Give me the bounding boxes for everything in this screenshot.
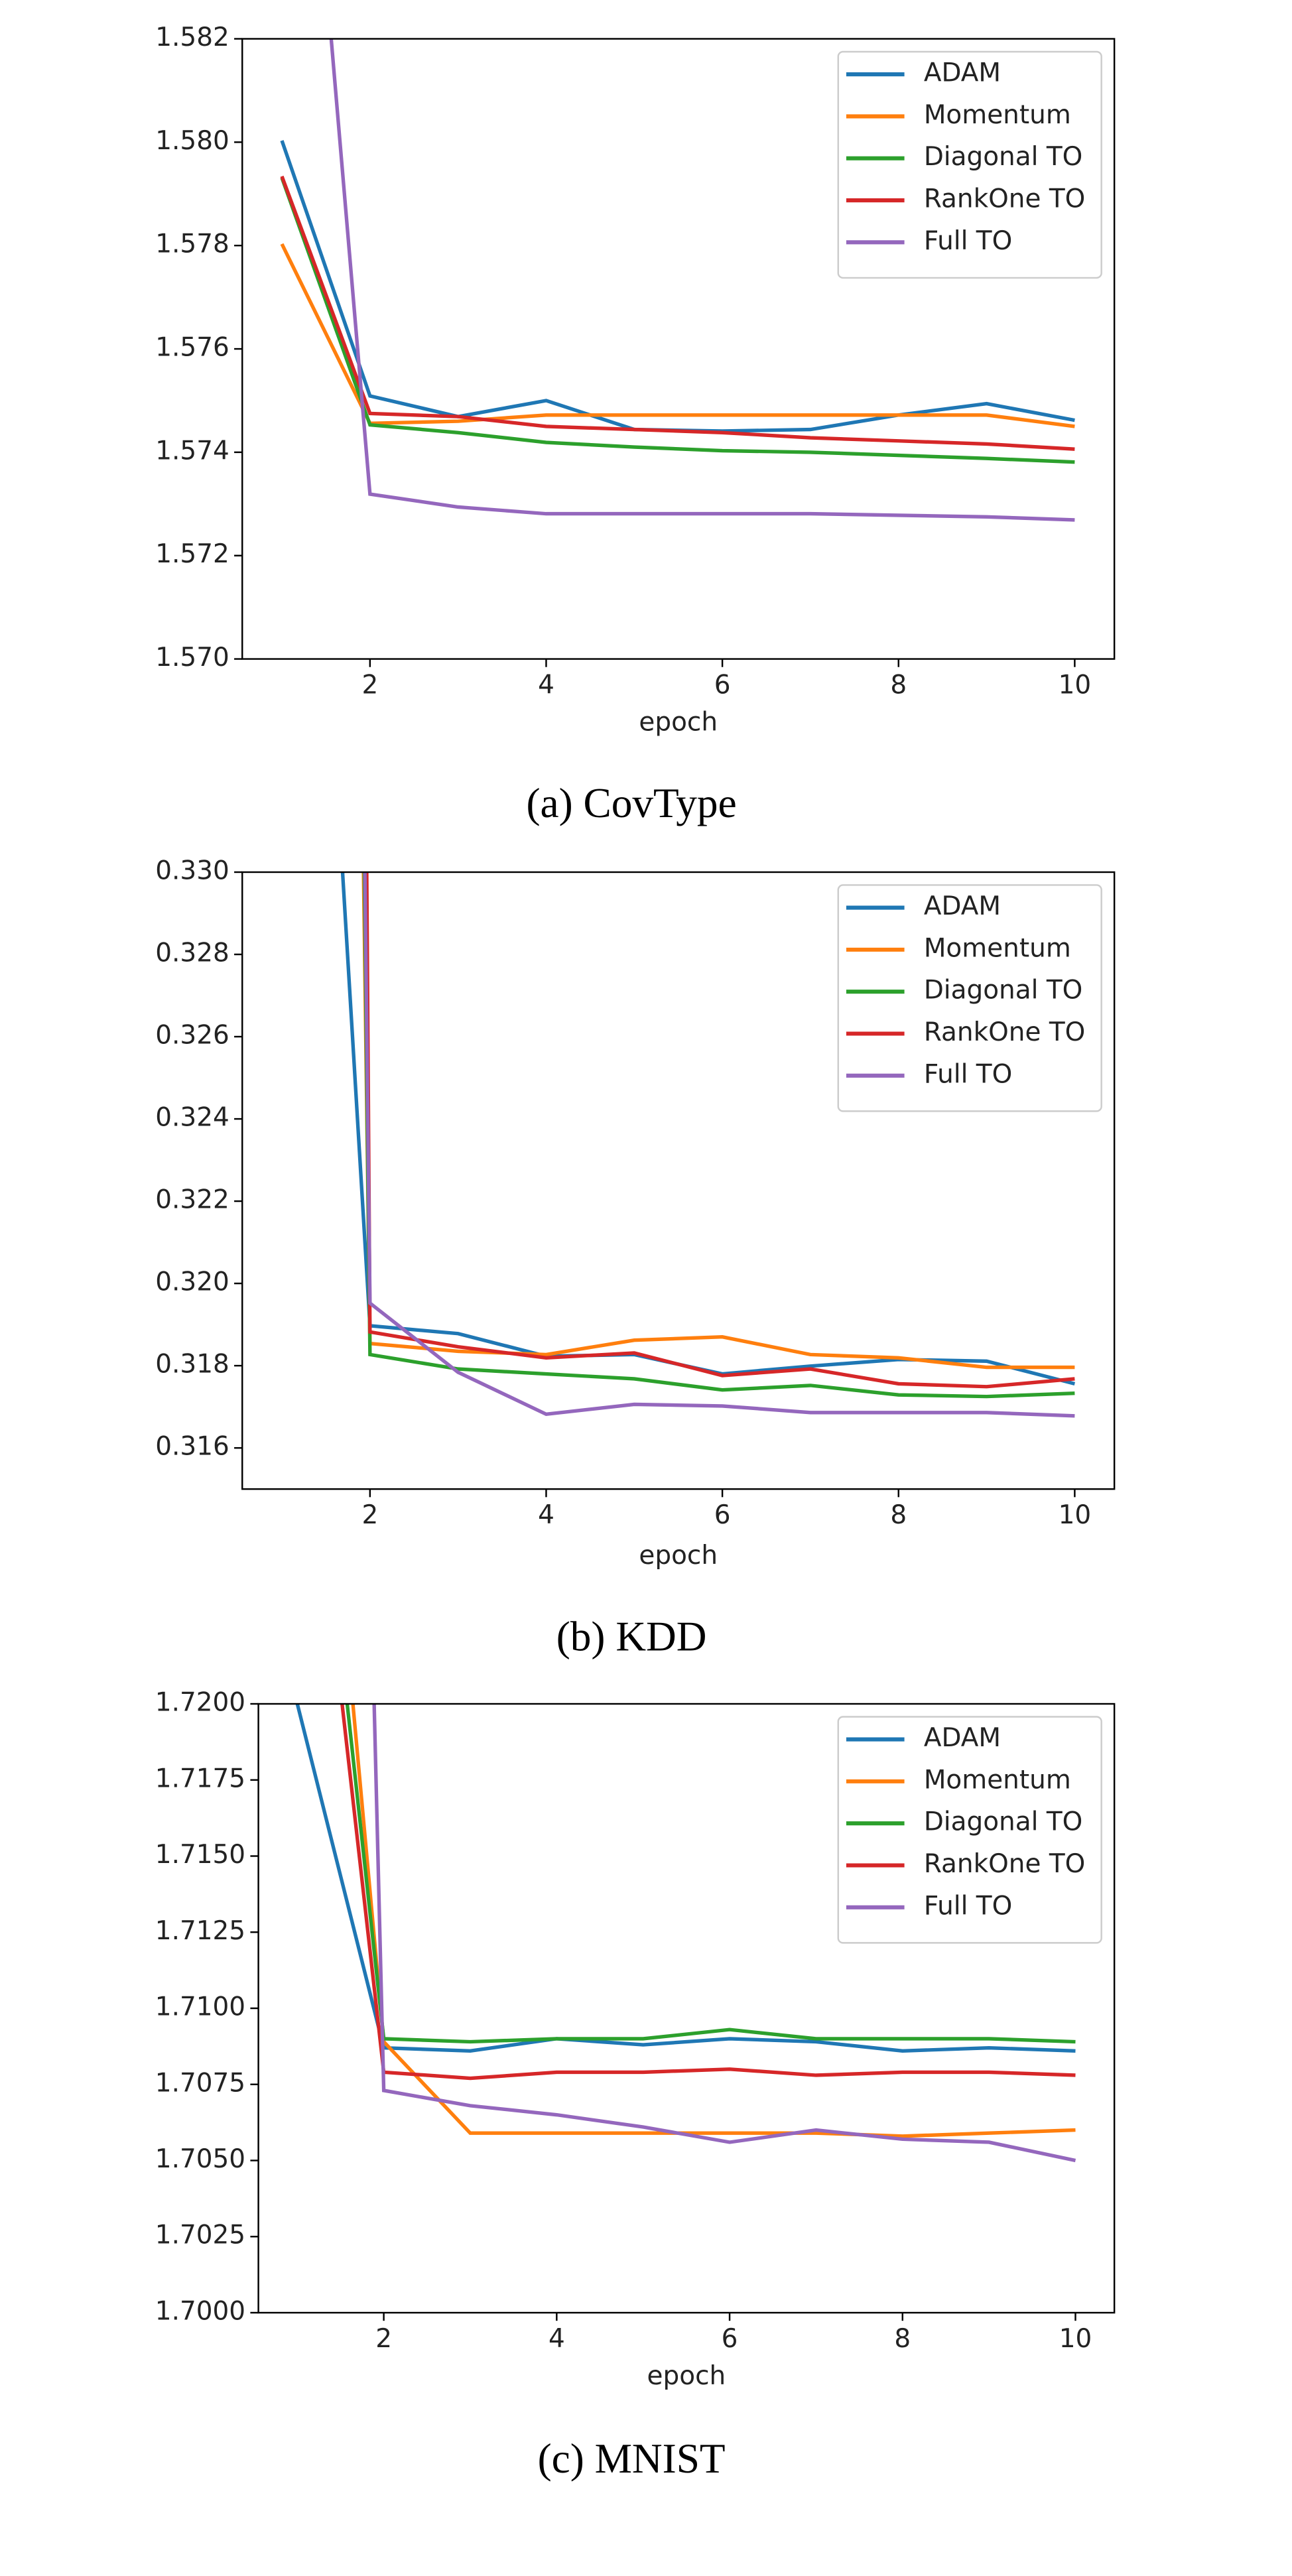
y-tick-label: 1.578: [155, 229, 229, 259]
caption: (a) CovType: [526, 780, 736, 826]
y-tick-label: 1.7000: [155, 2297, 245, 2327]
x-tick-label: 2: [361, 670, 378, 700]
legend-label: Diagonal TO: [924, 976, 1082, 1005]
legend-box: [837, 884, 1102, 1112]
y-tick-label: 1.7200: [155, 1688, 245, 1718]
x-axis-label: epoch: [639, 707, 718, 737]
legend-box: [837, 1716, 1102, 1944]
series-line: [345, 1704, 1076, 2044]
y-tick-label: 0.324: [155, 1103, 229, 1133]
caption: (c) MNIST: [538, 2435, 726, 2482]
x-tick-label: 4: [538, 670, 554, 700]
y-tick-label: 1.572: [155, 539, 229, 569]
legend-label: ADAM: [924, 1723, 1001, 1753]
legend-label: Momentum: [924, 1765, 1071, 1795]
y-tick-label: 1.7150: [155, 1840, 245, 1870]
legend-label: Diagonal TO: [924, 142, 1082, 172]
legend-label: ADAM: [924, 891, 1001, 921]
legend-label: Full TO: [924, 226, 1012, 256]
x-tick-label: 6: [722, 2324, 738, 2354]
y-tick-label: 0.316: [155, 1432, 229, 1462]
x-tick-label: 10: [1059, 670, 1092, 700]
y-tick-label: 0.320: [155, 1267, 229, 1297]
legend-label: Diagonal TO: [924, 1807, 1082, 1837]
series-line: [362, 871, 1075, 1399]
y-tick-label: 1.7100: [155, 1992, 245, 2022]
y-tick-label: 1.576: [155, 333, 229, 363]
x-tick-label: 8: [890, 670, 907, 700]
y-tick-label: 0.322: [155, 1185, 229, 1215]
series-line: [372, 1704, 1076, 2163]
x-axis-label: epoch: [647, 2361, 726, 2391]
y-tick-label: 1.570: [155, 643, 229, 673]
legend-label: Momentum: [924, 933, 1071, 963]
x-tick-label: 2: [375, 2324, 392, 2354]
y-tick-label: 1.574: [155, 436, 229, 466]
x-tick-label: 4: [538, 1500, 554, 1530]
series-line: [361, 871, 1075, 1370]
y-tick-label: 0.328: [155, 938, 229, 968]
y-tick-label: 0.330: [155, 856, 229, 885]
legend-label: RankOne TO: [924, 1849, 1085, 1879]
x-axis-label: epoch: [639, 1541, 718, 1571]
legend-box: [837, 50, 1102, 279]
axes-frame: [241, 871, 1116, 1490]
y-tick-label: 1.7025: [155, 2221, 245, 2250]
x-tick-label: 8: [894, 2324, 911, 2354]
y-tick-label: 0.326: [155, 1021, 229, 1051]
y-tick-label: 1.580: [155, 126, 229, 156]
plot-area: [340, 871, 1076, 1418]
y-tick-label: 1.7075: [155, 2068, 245, 2098]
legend-label: Full TO: [924, 1891, 1012, 1921]
caption: (b) KDD: [556, 1614, 707, 1660]
series-line: [280, 243, 1075, 428]
x-tick-label: 2: [361, 1500, 378, 1530]
legend-label: RankOne TO: [924, 184, 1085, 214]
legend-label: Momentum: [924, 100, 1071, 130]
series-line: [295, 1704, 1076, 2053]
series-line: [363, 871, 1075, 1418]
x-tick-label: 4: [549, 2324, 565, 2354]
plot-area: [280, 38, 1075, 522]
y-tick-label: 1.582: [155, 23, 229, 52]
y-tick-label: 0.318: [155, 1350, 229, 1380]
x-tick-label: 10: [1059, 1500, 1092, 1530]
x-tick-label: 6: [714, 1500, 731, 1530]
y-tick-label: 1.7050: [155, 2144, 245, 2174]
x-tick-label: 8: [890, 1500, 907, 1530]
legend-label: Full TO: [924, 1059, 1012, 1089]
x-tick-label: 6: [714, 670, 731, 700]
y-tick-label: 1.7125: [155, 1916, 245, 1946]
y-tick-label: 1.7175: [155, 1764, 245, 1793]
series-line: [280, 177, 1075, 464]
x-tick-label: 10: [1059, 2324, 1092, 2354]
plot-area: [295, 1704, 1076, 2163]
series-line: [280, 175, 1075, 451]
series-line: [340, 1704, 1076, 2081]
legend-label: RankOne TO: [924, 1017, 1085, 1047]
series-line: [329, 38, 1075, 522]
legend-label: ADAM: [924, 58, 1001, 88]
